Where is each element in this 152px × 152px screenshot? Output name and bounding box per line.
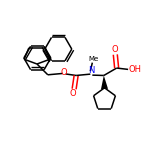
- Text: O: O: [60, 68, 67, 77]
- Text: O: O: [112, 45, 119, 54]
- Text: Me: Me: [88, 56, 98, 62]
- Polygon shape: [101, 76, 108, 89]
- Text: O: O: [70, 90, 76, 98]
- Text: N: N: [88, 66, 95, 75]
- Text: OH: OH: [129, 65, 142, 74]
